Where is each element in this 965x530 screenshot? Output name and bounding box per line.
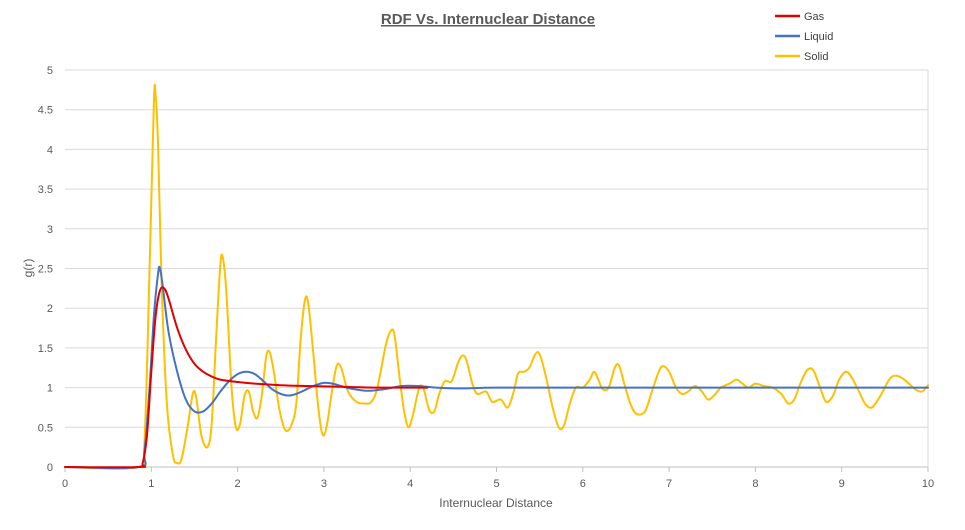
y-tick-label: 0.5 bbox=[38, 422, 53, 434]
x-axis-label: Internuclear Distance bbox=[439, 496, 553, 510]
y-tick-label: 2 bbox=[47, 303, 53, 315]
gridlines bbox=[65, 69, 928, 428]
x-tick-label: 1 bbox=[148, 478, 154, 490]
data-series bbox=[64, 83, 929, 470]
x-tick-label: 10 bbox=[922, 478, 934, 490]
y-axis-ticks: 0 0.5 1 1.5 2 2.5 3 3.5 4 4.5 5 bbox=[38, 65, 53, 474]
y-tick-label: 4 bbox=[47, 144, 53, 156]
x-tick-label: 8 bbox=[752, 478, 758, 490]
y-tick-label: 1 bbox=[47, 383, 53, 395]
y-tick-label: 1.5 bbox=[38, 343, 53, 355]
y-tick-label: 3.5 bbox=[38, 184, 53, 196]
series-line-gas bbox=[64, 286, 429, 469]
series-line-solid bbox=[64, 83, 929, 470]
x-tick-label: 5 bbox=[493, 478, 499, 490]
y-tick-label: 3 bbox=[47, 224, 53, 236]
x-tick-label: 9 bbox=[839, 478, 845, 490]
legend: Gas Liquid Solid bbox=[775, 11, 833, 63]
x-tick-label: 4 bbox=[407, 478, 413, 490]
y-tick-label: 0 bbox=[47, 462, 53, 474]
chart-title: RDF Vs. Internuclear Distance bbox=[381, 11, 595, 28]
y-tick-label: 4.5 bbox=[38, 105, 53, 117]
x-tick-label: 0 bbox=[62, 478, 68, 490]
x-axis-ticks: 0 1 2 3 4 5 6 7 8 9 10 bbox=[62, 467, 934, 490]
x-tick-label: 2 bbox=[235, 478, 241, 490]
y-tick-label: 2.5 bbox=[38, 264, 53, 276]
x-tick-label: 6 bbox=[580, 478, 586, 490]
series-line-liquid bbox=[64, 265, 929, 470]
legend-label-gas: Gas bbox=[804, 11, 825, 23]
y-axis-label: g(r) bbox=[21, 259, 35, 278]
x-tick-label: 3 bbox=[321, 478, 327, 490]
x-tick-label: 7 bbox=[666, 478, 672, 490]
y-tick-label: 5 bbox=[47, 65, 53, 77]
legend-label-solid: Solid bbox=[804, 51, 828, 63]
legend-label-liquid: Liquid bbox=[804, 31, 833, 43]
